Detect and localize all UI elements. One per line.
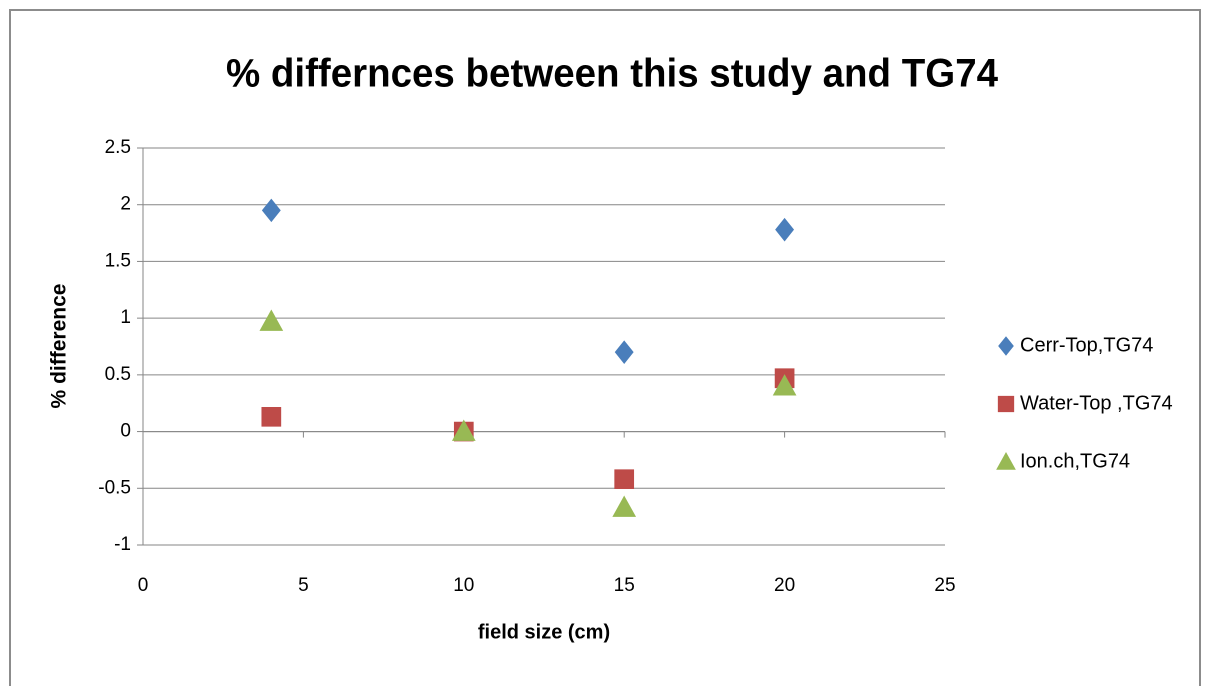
x-axis-label: field size (cm) bbox=[478, 621, 610, 643]
legend-label: Water-Top ,TG74 bbox=[1020, 392, 1173, 414]
y-tick-label: 0 bbox=[120, 421, 131, 442]
y-tick-label: -1 bbox=[114, 534, 131, 555]
y-tick-label: 2.5 bbox=[105, 137, 131, 158]
point bbox=[259, 309, 284, 331]
x-tick-label: 20 bbox=[774, 575, 795, 596]
x-tick-label: 25 bbox=[934, 575, 955, 596]
y-tick-label: 1 bbox=[120, 307, 131, 328]
x-tick-label: 0 bbox=[138, 575, 149, 596]
legend-label: Ion.ch,TG74 bbox=[1020, 450, 1130, 472]
y-axis-label: % difference bbox=[48, 284, 71, 409]
y-tick-label: 2 bbox=[120, 194, 131, 215]
chart-title: % differnces between this study and TG74 bbox=[226, 52, 999, 96]
y-tick-label: 1.5 bbox=[105, 250, 131, 271]
point bbox=[614, 340, 634, 364]
point bbox=[261, 198, 281, 223]
point bbox=[614, 469, 635, 490]
legend-marker bbox=[998, 336, 1014, 356]
legend-label: Cerr-Top,TG74 bbox=[1020, 334, 1153, 356]
point bbox=[261, 406, 282, 427]
legend-marker bbox=[997, 395, 1015, 413]
x-tick-label: 10 bbox=[453, 575, 474, 596]
y-tick-label: -0.5 bbox=[98, 477, 131, 498]
point bbox=[772, 374, 797, 396]
legend-marker bbox=[996, 451, 1016, 470]
x-tick-label: 15 bbox=[614, 575, 635, 596]
point bbox=[775, 217, 795, 242]
point bbox=[612, 495, 637, 517]
x-tick-label: 5 bbox=[298, 575, 309, 596]
point bbox=[451, 419, 476, 441]
y-tick-label: 0.5 bbox=[105, 364, 131, 385]
